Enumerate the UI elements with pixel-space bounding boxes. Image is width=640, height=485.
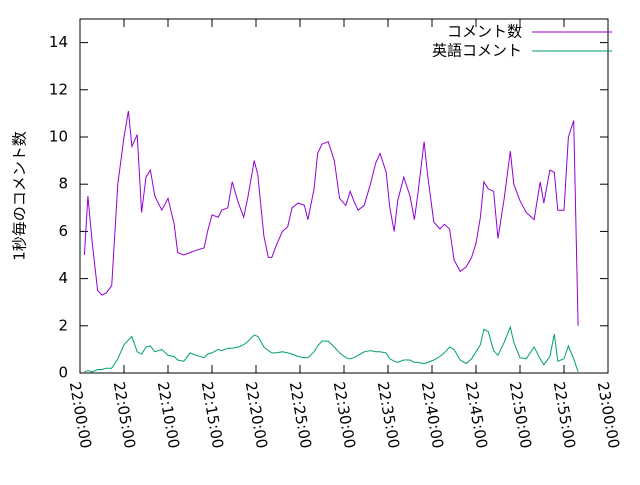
x-tick-label: 22:55:00 <box>550 380 579 449</box>
x-tick-label: 22:35:00 <box>374 380 403 449</box>
x-tick-label: 23:00:00 <box>594 380 623 449</box>
x-tick-label: 22:25:00 <box>286 380 315 449</box>
series-line <box>84 325 579 373</box>
x-tick-label: 22:20:00 <box>242 380 271 449</box>
legend-label: コメント数 <box>447 23 522 41</box>
y-tick-label: 6 <box>58 222 68 240</box>
x-tick-label: 22:00:00 <box>66 380 95 449</box>
y-tick-label: 14 <box>49 33 68 51</box>
y-tick-label: 8 <box>58 175 68 193</box>
y-tick-label: 12 <box>49 80 68 98</box>
series-line <box>83 110 579 326</box>
x-tick-label: 22:50:00 <box>506 380 535 449</box>
x-tick-label: 22:40:00 <box>418 380 447 449</box>
x-tick-label: 22:45:00 <box>462 380 491 449</box>
plot-frame <box>79 18 609 374</box>
x-tick-label: 22:05:00 <box>110 380 139 449</box>
x-tick-label: 22:10:00 <box>154 380 183 449</box>
y-axis-label: 1秒毎のコメント数 <box>11 131 29 261</box>
y-tick-label: 2 <box>58 316 68 334</box>
y-tick-label: 4 <box>58 269 68 287</box>
x-tick-label: 22:30:00 <box>330 380 359 449</box>
y-tick-label: 10 <box>49 128 68 146</box>
x-tick-label: 22:15:00 <box>198 380 227 449</box>
legend-label: 英語コメント <box>432 42 522 60</box>
y-tick-label: 0 <box>58 364 68 382</box>
